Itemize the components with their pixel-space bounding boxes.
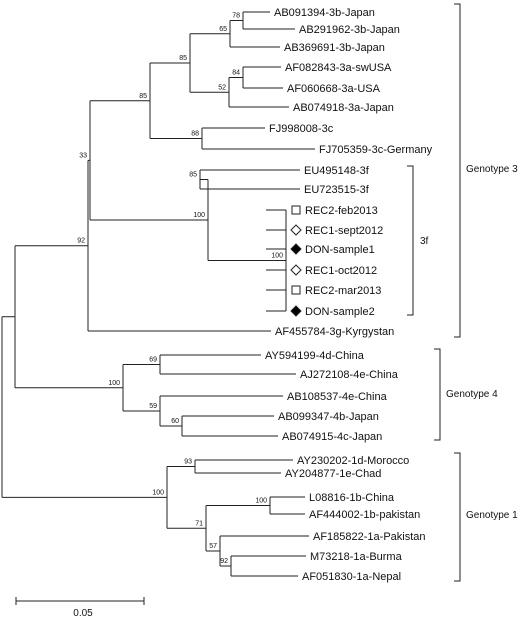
bracket-genotype-1 (454, 452, 461, 582)
leaf-label: AF455784-3g-Kyrgystan (275, 326, 394, 338)
leaf-label: AF051830-1a-Nepal (302, 571, 401, 583)
bootstrap-value: 78 (232, 13, 240, 20)
bootstrap-value: 59 (149, 403, 157, 410)
leaf-label: AB074915-4c-Japan (282, 431, 382, 443)
bootstrap-value: 52 (218, 84, 226, 91)
leaf-markers (290, 205, 302, 317)
leaf-label: DON-sample1 (305, 244, 375, 256)
leaf-label: AB074918-3a-Japan (293, 102, 394, 114)
filled-diamond-icon (290, 305, 302, 317)
bracket-genotype-3 (454, 3, 461, 338)
bootstrap-value: 92 (220, 558, 228, 565)
open-diamond-icon (290, 264, 302, 276)
leaf-label: FJ998008-3c (269, 123, 334, 135)
bootstrap-value: 71 (195, 520, 203, 527)
group-label-genotype-1: Genotype 1 (466, 510, 518, 521)
open-diamond-icon (290, 224, 302, 236)
leaf-label: AB099347-4b-Japan (278, 411, 379, 423)
bootstrap-value: 65 (219, 26, 227, 33)
leaf-labels: AB091394-3b-Japan AB291962-3b-Japan AB3696… (265, 7, 433, 583)
bootstrap-value: 57 (209, 543, 217, 550)
leaf-label: AF060668-3a-USA (287, 83, 381, 95)
leaf-label: FJ705359-3c-Germany (319, 144, 433, 156)
leaf-label: EU495148-3f (304, 165, 370, 177)
open-square-icon (291, 205, 301, 215)
bracket-3f (407, 165, 414, 316)
leaf-label: M73218-1a-Burma (310, 551, 403, 563)
bracket-genotype-4 (434, 348, 441, 441)
bootstrap-value: 93 (184, 459, 192, 466)
group-label-genotype-3: Genotype 3 (466, 164, 518, 175)
open-square-icon (291, 285, 301, 295)
scale-bar-label: 0.05 (73, 608, 93, 618)
leaf-label: AB291962-3b-Japan (299, 24, 400, 36)
leaf-label: AF185822-1a-Pakistan (313, 531, 426, 543)
leaf-label: AY594199-4d-China (265, 350, 365, 362)
leaf-label: AF444002-1b-pakistan (309, 509, 420, 521)
bootstrap-value: 100 (271, 253, 283, 260)
leaf-label: AB108537-4e-China (287, 391, 388, 403)
bootstrap-value: 69 (149, 357, 157, 364)
group-label-genotype-4: Genotype 4 (446, 389, 498, 400)
group-label-3f: 3f (420, 236, 429, 247)
leaf-label: REC2-feb2013 (305, 205, 378, 217)
leaf-label: AJ272108-4e-China (300, 369, 399, 381)
bootstrap-labels: 78 65 84 52 85 88 85 85 100 100 33 92 69 60 59 100 93 100… (77, 13, 283, 566)
leaf-label: AB091394-3b-Japan (274, 7, 375, 19)
bootstrap-value: 85 (179, 55, 187, 62)
group-brackets: Genotype 3 3f Genotype 4 Genotype 1 (407, 3, 518, 582)
leaf-label: REC2-mar2013 (305, 285, 381, 297)
bootstrap-value: 88 (191, 131, 199, 138)
bootstrap-value: 85 (189, 172, 197, 179)
leaf-label: DON-sample2 (305, 306, 375, 318)
leaf-label: AB369691-3b-Japan (284, 42, 385, 54)
leaf-label: EU723515-3f (304, 184, 370, 196)
bootstrap-value: 100 (255, 498, 267, 505)
leaf-label: L08816-1b-China (309, 492, 395, 504)
leaf-label: AY230202-1d-Morocco (297, 455, 409, 467)
bootstrap-value: 92 (77, 238, 85, 245)
bootstrap-value: 84 (232, 70, 240, 77)
leaf-label: AY204877-1e-Chad (285, 468, 381, 480)
tree-branches (1, 11, 315, 577)
leaf-label: REC1-oct2012 (305, 265, 377, 277)
bootstrap-value: 100 (193, 212, 205, 219)
bootstrap-value: 60 (171, 418, 179, 425)
scale-bar: 0.05 (15, 597, 145, 618)
bootstrap-value: 33 (79, 152, 87, 159)
bootstrap-value: 100 (152, 489, 164, 496)
leaf-label: REC1-sept2012 (305, 225, 383, 237)
leaf-label: AF082843-3a-swUSA (285, 62, 392, 74)
bootstrap-value: 100 (108, 380, 120, 387)
bootstrap-value: 85 (139, 93, 147, 100)
filled-diamond-icon (290, 243, 302, 255)
